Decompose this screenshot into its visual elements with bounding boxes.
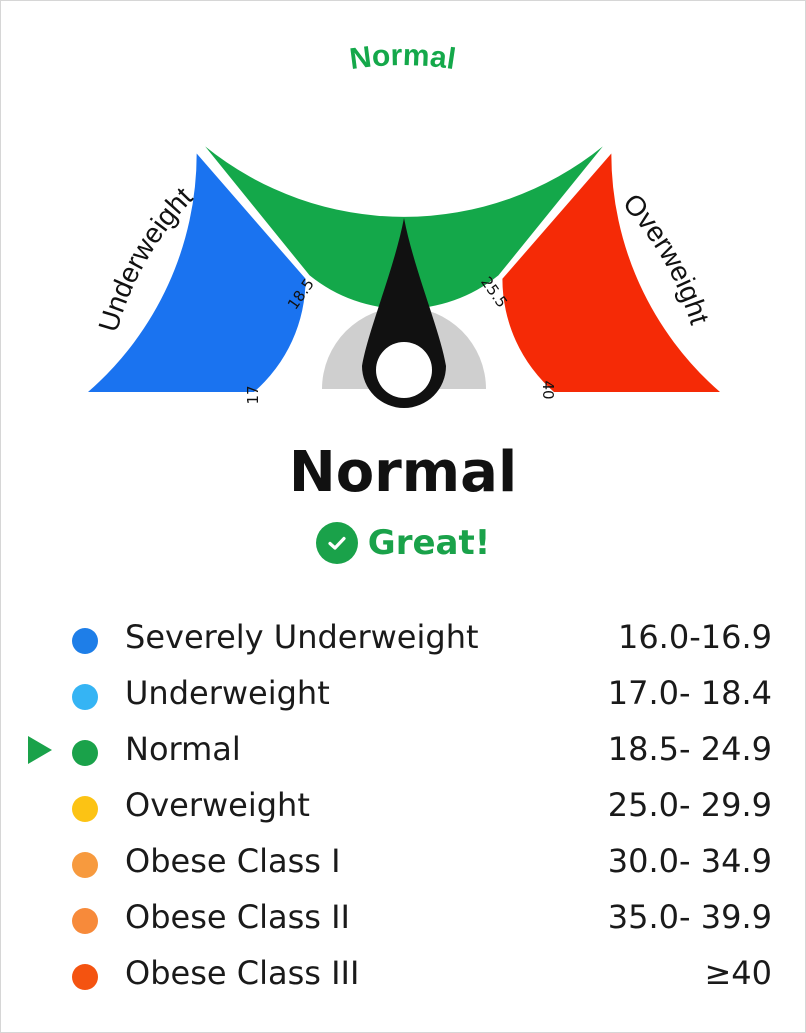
bmi-status-title: Normal: [288, 440, 518, 505]
needle-center: [376, 342, 432, 398]
gauge-value: 21.9: [353, 129, 454, 187]
legend-category-label: Obese Class III: [125, 954, 360, 992]
selected-pointer-icon: [28, 736, 52, 764]
legend-category-label: Severely Underweight: [125, 618, 479, 656]
legend-category-label: Obese Class I: [125, 842, 341, 880]
check-circle-icon: [315, 522, 358, 564]
underweight-segment: [88, 153, 306, 392]
legend-category-label: Obese Class II: [125, 898, 350, 936]
legend-category-label: Overweight: [125, 786, 310, 824]
legend-color-dot: [72, 796, 98, 822]
gauge-label-normal: Normal: [348, 39, 458, 76]
legend-color-dot: [72, 964, 98, 990]
tick-label-40: 40: [539, 380, 557, 399]
verdict-badge: Great!: [0, 522, 806, 564]
legend-color-dot: [72, 740, 98, 766]
legend-range: 16.0-16.9: [617, 618, 772, 656]
legend-range: 25.0- 29.9: [607, 786, 772, 824]
legend-color-dot: [72, 628, 98, 654]
legend-category-label: Underweight: [125, 674, 330, 712]
legend-row: Obese Class II 35.0- 39.9: [0, 892, 806, 948]
tick-label-17: 17: [244, 385, 262, 404]
legend-color-dot: [72, 684, 98, 710]
legend-color-dot: [72, 852, 98, 878]
legend-range: ≥40: [704, 954, 772, 992]
legend-row: Severely Underweight 16.0-16.9: [0, 612, 806, 668]
legend-row: Underweight 17.0- 18.4: [0, 668, 806, 724]
legend-row: Obese Class III ≥40: [0, 948, 806, 1004]
legend-row: Obese Class I 30.0- 34.9: [0, 836, 806, 892]
overweight-segment: [502, 153, 720, 392]
legend-category-label: Normal: [125, 730, 241, 768]
verdict-text: Great!: [367, 523, 491, 563]
legend-range: 18.5- 24.9: [607, 730, 772, 768]
legend-range: 35.0- 39.9: [607, 898, 772, 936]
legend-range: 30.0- 34.9: [607, 842, 772, 880]
legend-row: Overweight 25.0- 29.9: [0, 780, 806, 836]
legend-color-dot: [72, 908, 98, 934]
legend-row: Normal 18.5- 24.9: [0, 724, 806, 780]
legend-range: 17.0- 18.4: [607, 674, 772, 712]
bmi-gauge: 21.9 Normal Underweight Overweight 17 18…: [88, 39, 720, 408]
